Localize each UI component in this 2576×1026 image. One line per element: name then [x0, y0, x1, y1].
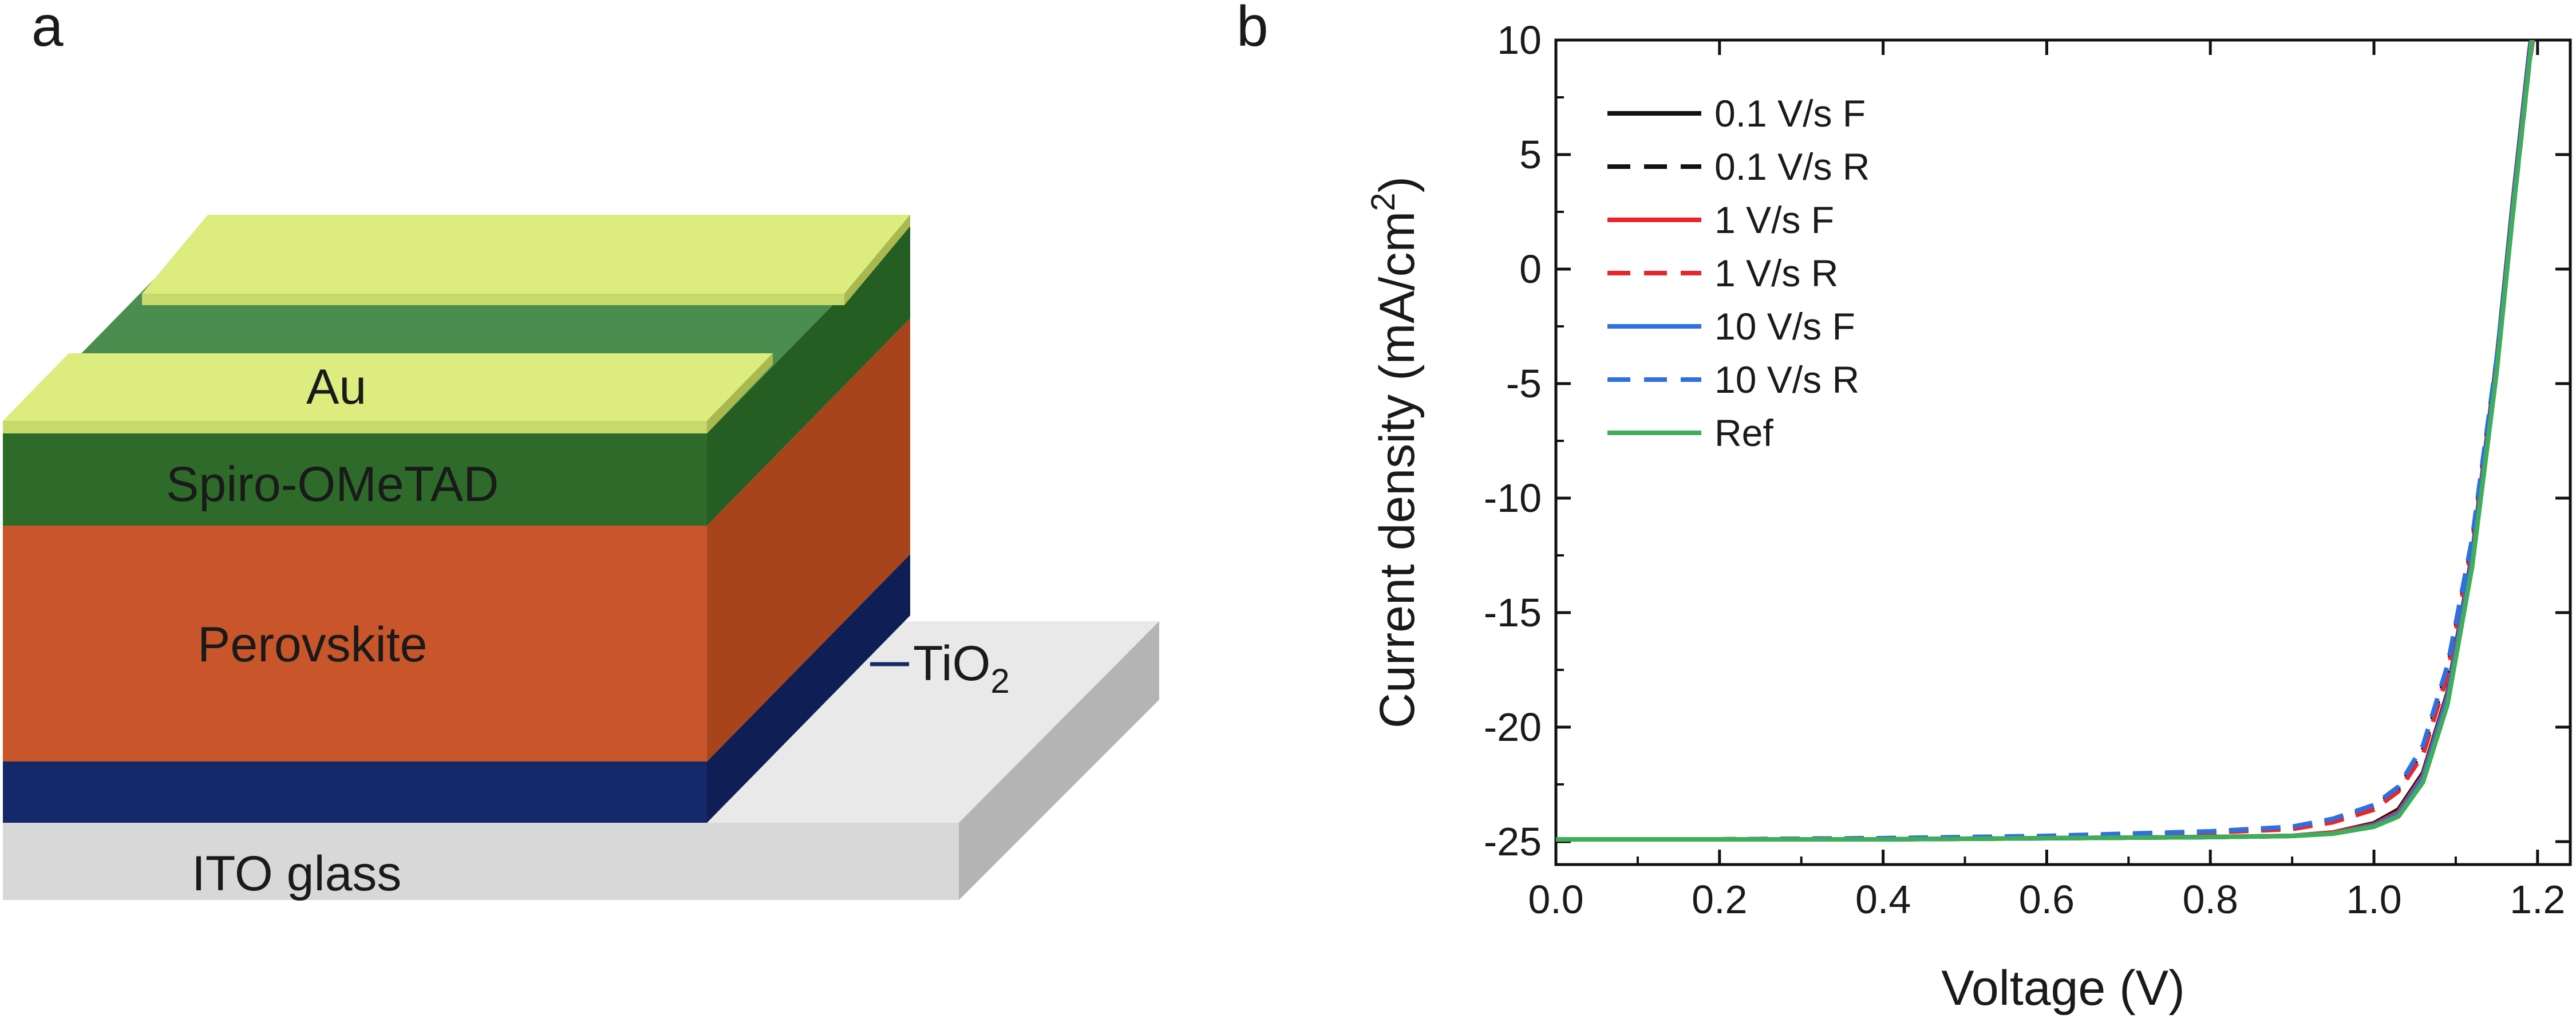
spiro-label: Spiro-OMeTAD — [166, 457, 499, 512]
au-label: Au — [306, 360, 366, 415]
perovskite-layer: Perovskite — [3, 318, 910, 761]
series-line-5 — [1556, 40, 2535, 842]
legend-label: Ref — [1714, 412, 1773, 454]
y-tick-label: -10 — [1484, 476, 1542, 520]
au-front-right-face — [707, 353, 773, 433]
au-front-top-face — [3, 353, 773, 421]
x-tick-label: 0.0 — [1528, 877, 1583, 922]
ito-right-face — [959, 621, 1159, 900]
panel-b-label: b — [1236, 0, 1269, 58]
series-line-0 — [1556, 40, 2534, 842]
legend-label: 0.1 V/s F — [1714, 92, 1866, 135]
legend-label: 10 V/s R — [1714, 358, 1859, 401]
y-tick-label: -25 — [1484, 819, 1542, 864]
x-tick-label: 0.8 — [2183, 877, 2238, 922]
series-line-1 — [1556, 40, 2535, 842]
spiro-right-face — [707, 226, 910, 526]
y-axis-title: Current density (mA/cm2) — [1365, 176, 1425, 728]
au-back-right-face — [844, 215, 910, 305]
tio2-subscript: 2 — [990, 662, 1009, 700]
panel-a-device-schematic: a ITO glass Perovskite Spiro-OMeTAD — [3, 0, 1159, 901]
y-tick-label: -5 — [1506, 361, 1542, 406]
x-tick-label: 0.4 — [1855, 877, 1911, 922]
x-axis-ticks: 0.0 0.2 0.4 0.6 0.8 1.0 1.2 — [1528, 40, 2565, 922]
legend-label: 1 V/s R — [1714, 252, 1838, 294]
tio2-front-face — [3, 761, 707, 823]
y-axis-ticks: 10 5 0 -5 -10 -15 -20 -25 — [1484, 18, 2570, 864]
plot-frame — [1554, 38, 2572, 866]
tio2-layer — [3, 554, 910, 823]
x-tick-label: 1.2 — [2510, 877, 2565, 922]
series-line-6 — [1556, 40, 2535, 842]
series-line-3 — [1556, 40, 2535, 842]
series-line-2 — [1556, 40, 2534, 842]
legend-label: 1 V/s F — [1714, 199, 1834, 241]
au-back-front-face — [142, 294, 844, 305]
tio2-right-face — [707, 554, 910, 823]
series-lines — [1556, 40, 2535, 842]
ito-glass-label: ITO glass — [192, 846, 401, 901]
x-tick-label: 0.6 — [2019, 877, 2075, 922]
y-axis-title-superscript: 2 — [1365, 193, 1402, 211]
perovskite-label: Perovskite — [197, 617, 428, 672]
x-tick-label: 1.0 — [2346, 877, 2401, 922]
panel-a-label: a — [31, 0, 64, 58]
y-tick-label: 10 — [1497, 18, 1542, 62]
x-tick-label: 0.2 — [1692, 877, 1747, 922]
y-tick-label: -15 — [1484, 590, 1542, 635]
legend-label: 0.1 V/s R — [1714, 145, 1870, 188]
tio2-label: TiO2 — [913, 636, 1010, 700]
series-line-4 — [1556, 40, 2534, 842]
perovskite-right-face — [707, 318, 910, 761]
legend-label: 10 V/s F — [1714, 305, 1855, 348]
ito-front-face — [3, 823, 959, 900]
perovskite-front-face — [3, 526, 707, 761]
y-tick-label: 0 — [1519, 247, 1542, 291]
au-front-electrode: Au — [3, 353, 773, 433]
y-tick-label: -20 — [1484, 705, 1542, 749]
au-back-top-face — [142, 215, 910, 294]
legend: 0.1 V/s F 0.1 V/s R 1 V/s F 1 V/s R 10 V/s F… — [1607, 92, 1870, 454]
y-tick-label: 5 — [1519, 132, 1542, 177]
au-front-front-face — [3, 421, 707, 433]
panel-b-jv-chart: b 10 5 0 -5 -10 -15 -20 -25 0.0 0.2 0.4 0.6 0.8 1.0 1… — [1236, 0, 2572, 1016]
x-axis-title: Voltage (V) — [1941, 961, 2184, 1016]
au-back-electrode — [142, 215, 910, 305]
spiro-front-face — [3, 433, 707, 526]
tio2-callout: TiO2 — [870, 636, 1010, 700]
